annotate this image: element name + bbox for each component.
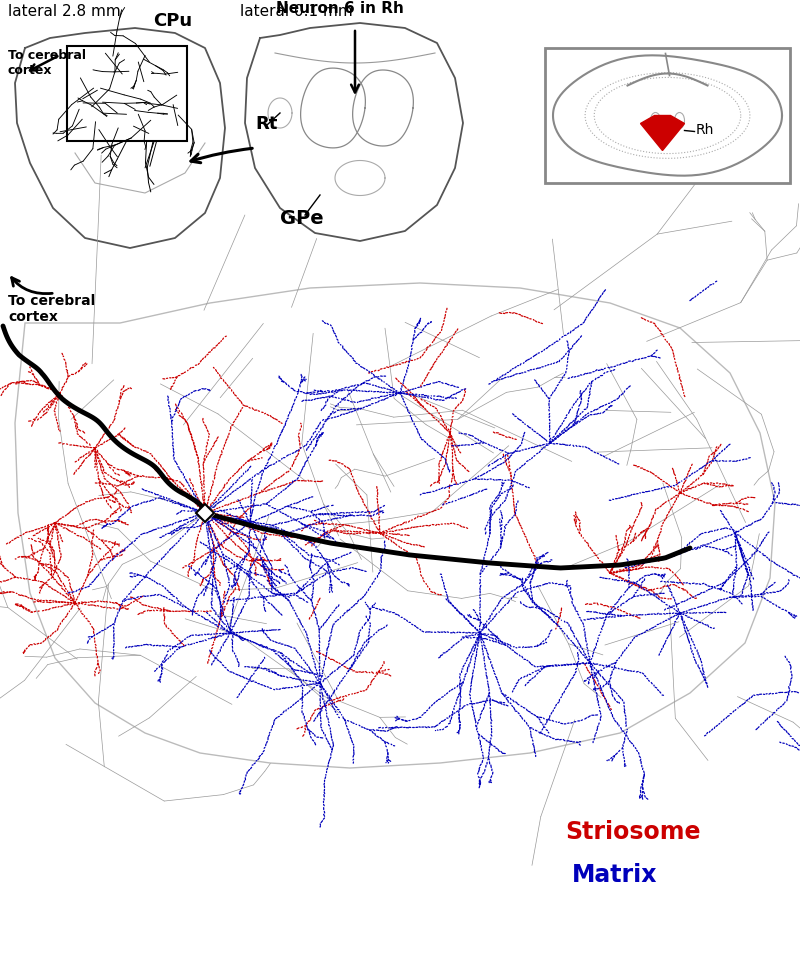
Text: Neuron 6 in Rh: Neuron 6 in Rh <box>276 1 404 16</box>
Text: Matrix: Matrix <box>572 862 658 886</box>
Text: GPe: GPe <box>280 209 324 228</box>
Ellipse shape <box>674 113 685 130</box>
Polygon shape <box>641 116 685 152</box>
Text: Striosome: Striosome <box>565 820 701 843</box>
Text: lateral 2.8 mm: lateral 2.8 mm <box>8 4 121 19</box>
Text: lateral 0.1 mm: lateral 0.1 mm <box>240 4 353 19</box>
Text: Rh: Rh <box>695 123 714 137</box>
Text: To cerebral
cortex: To cerebral cortex <box>8 49 86 77</box>
Text: Rt: Rt <box>255 115 278 132</box>
Bar <box>545 49 790 184</box>
Ellipse shape <box>650 113 661 130</box>
Bar <box>67 47 187 142</box>
Text: To cerebral
cortex: To cerebral cortex <box>8 294 95 324</box>
Text: CPu: CPu <box>153 12 192 30</box>
